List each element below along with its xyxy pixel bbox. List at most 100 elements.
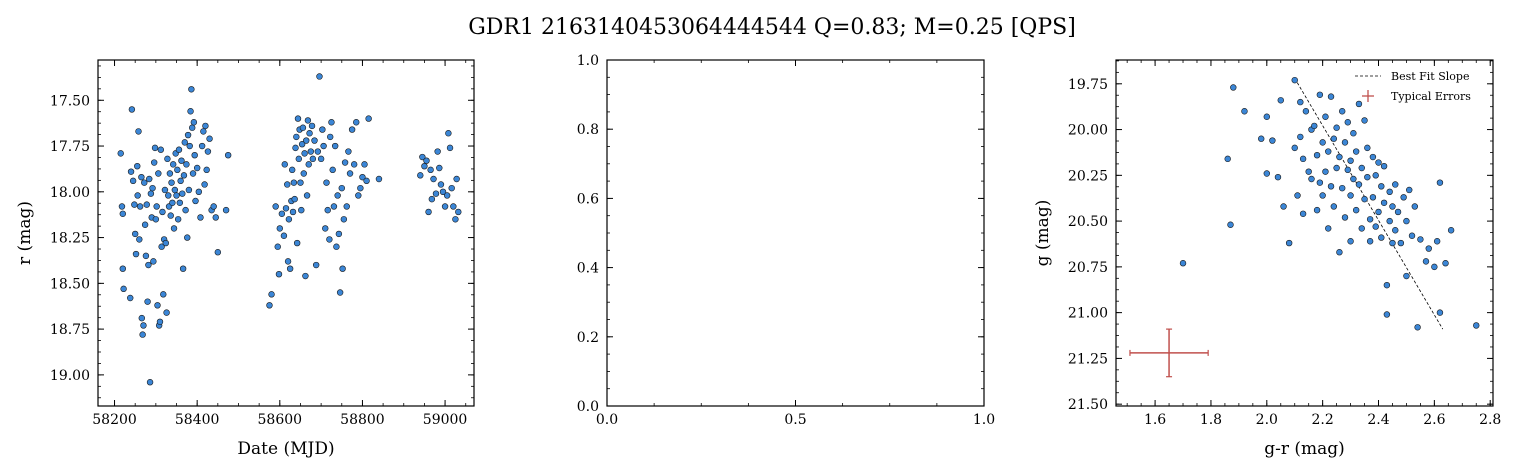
- data-point: [306, 130, 313, 137]
- data-point: [142, 252, 150, 260]
- data-point: [292, 144, 299, 152]
- data-point: [151, 144, 159, 152]
- data-point: [119, 210, 126, 217]
- data-point: [1361, 195, 1368, 203]
- data-point: [301, 150, 308, 157]
- x-tick-label: 1.0: [973, 412, 995, 428]
- data-point: [173, 192, 180, 199]
- data-point: [288, 166, 296, 174]
- data-point: [131, 201, 138, 208]
- x-axis-label: g-r (mag): [1264, 439, 1345, 459]
- data-point: [128, 106, 136, 113]
- data-point: [281, 161, 288, 168]
- y-tick-label: 0.0: [577, 399, 599, 415]
- data-point: [334, 192, 341, 199]
- data-point: [152, 216, 160, 223]
- color-magnitude-panel: 1.6 1.8 2.0 2.2 2.4 2.6 2.8 19.75 20.00 20.25 20.5…: [1033, 59, 1501, 459]
- data-point: [140, 322, 147, 329]
- data-point: [346, 170, 354, 177]
- data-point: [290, 179, 298, 186]
- data-point: [340, 216, 348, 223]
- data-point: [274, 243, 281, 250]
- data-point: [428, 195, 436, 203]
- data-point: [1274, 173, 1282, 181]
- data-point: [169, 199, 176, 206]
- data-point: [445, 130, 452, 137]
- data-point: [184, 131, 192, 139]
- y-tick-label: 20.00: [1068, 123, 1108, 139]
- data-point: [129, 177, 137, 185]
- data-point: [1263, 170, 1271, 177]
- data-point: [439, 188, 447, 196]
- data-point: [1347, 238, 1354, 245]
- data-point: [361, 161, 368, 168]
- data-point: [1364, 144, 1371, 152]
- x-tick-label: 58800: [340, 412, 385, 428]
- data-point: [1380, 199, 1388, 206]
- y-tick-label: 0.8: [577, 122, 599, 138]
- data-point: [222, 206, 230, 214]
- best-fit-line: [1294, 78, 1444, 330]
- data-point: [157, 146, 165, 153]
- data-point: [331, 142, 339, 150]
- x-tick-label: 0.5: [784, 412, 806, 428]
- data-point: [177, 177, 184, 185]
- data-point: [1355, 181, 1363, 188]
- data-point: [295, 155, 303, 163]
- data-point: [1473, 322, 1480, 329]
- data-point: [190, 119, 198, 126]
- data-point: [195, 188, 203, 196]
- data-point: [1431, 263, 1438, 271]
- data-point: [183, 161, 190, 168]
- data-point: [1403, 272, 1410, 280]
- data-point: [188, 86, 195, 93]
- data-point: [153, 203, 160, 210]
- data-point: [1313, 206, 1321, 214]
- data-point: [180, 172, 188, 179]
- data-point: [182, 206, 189, 214]
- x-tick-label: 1.6: [1144, 412, 1166, 428]
- data-point: [146, 379, 154, 386]
- light-curve-panel: 58200 58400 58600 58800 59000 17.50 17.75 18.00…: [15, 59, 475, 459]
- data-point: [1352, 206, 1360, 214]
- data-point: [327, 133, 334, 141]
- data-point: [131, 230, 139, 238]
- data-point: [355, 192, 362, 199]
- y-tick-label: 17.75: [50, 139, 90, 155]
- data-point: [446, 144, 454, 152]
- data-point: [1389, 203, 1396, 210]
- y-tick-label: 20.50: [1068, 214, 1108, 230]
- data-point: [141, 221, 149, 228]
- data-point: [1277, 97, 1284, 104]
- data-point: [448, 184, 455, 192]
- data-point: [303, 192, 311, 199]
- data-point: [1319, 192, 1326, 199]
- data-point: [127, 294, 134, 302]
- data-point: [154, 302, 161, 309]
- data-point: [1411, 203, 1419, 210]
- data-point: [417, 172, 424, 179]
- data-point: [322, 225, 329, 232]
- data-point: [1422, 258, 1430, 265]
- data-point: [453, 175, 460, 183]
- data-point: [1308, 175, 1315, 183]
- y-tick-label: 21.25: [1068, 351, 1108, 367]
- data-point: [1230, 84, 1237, 91]
- data-point: [1380, 162, 1388, 170]
- data-point: [1375, 208, 1382, 216]
- data-point: [1297, 133, 1304, 141]
- data-point: [127, 168, 135, 175]
- data-point: [282, 205, 290, 212]
- data-point: [132, 250, 140, 258]
- data-point: [1369, 194, 1377, 201]
- data-point: [146, 175, 153, 183]
- data-point: [186, 142, 193, 150]
- data-point: [143, 201, 150, 208]
- y-tick-label: 17.50: [50, 93, 90, 109]
- data-point: [1285, 239, 1293, 247]
- data-point: [119, 265, 126, 272]
- data-point: [1319, 139, 1326, 146]
- data-point: [302, 272, 309, 280]
- data-point: [1241, 108, 1248, 115]
